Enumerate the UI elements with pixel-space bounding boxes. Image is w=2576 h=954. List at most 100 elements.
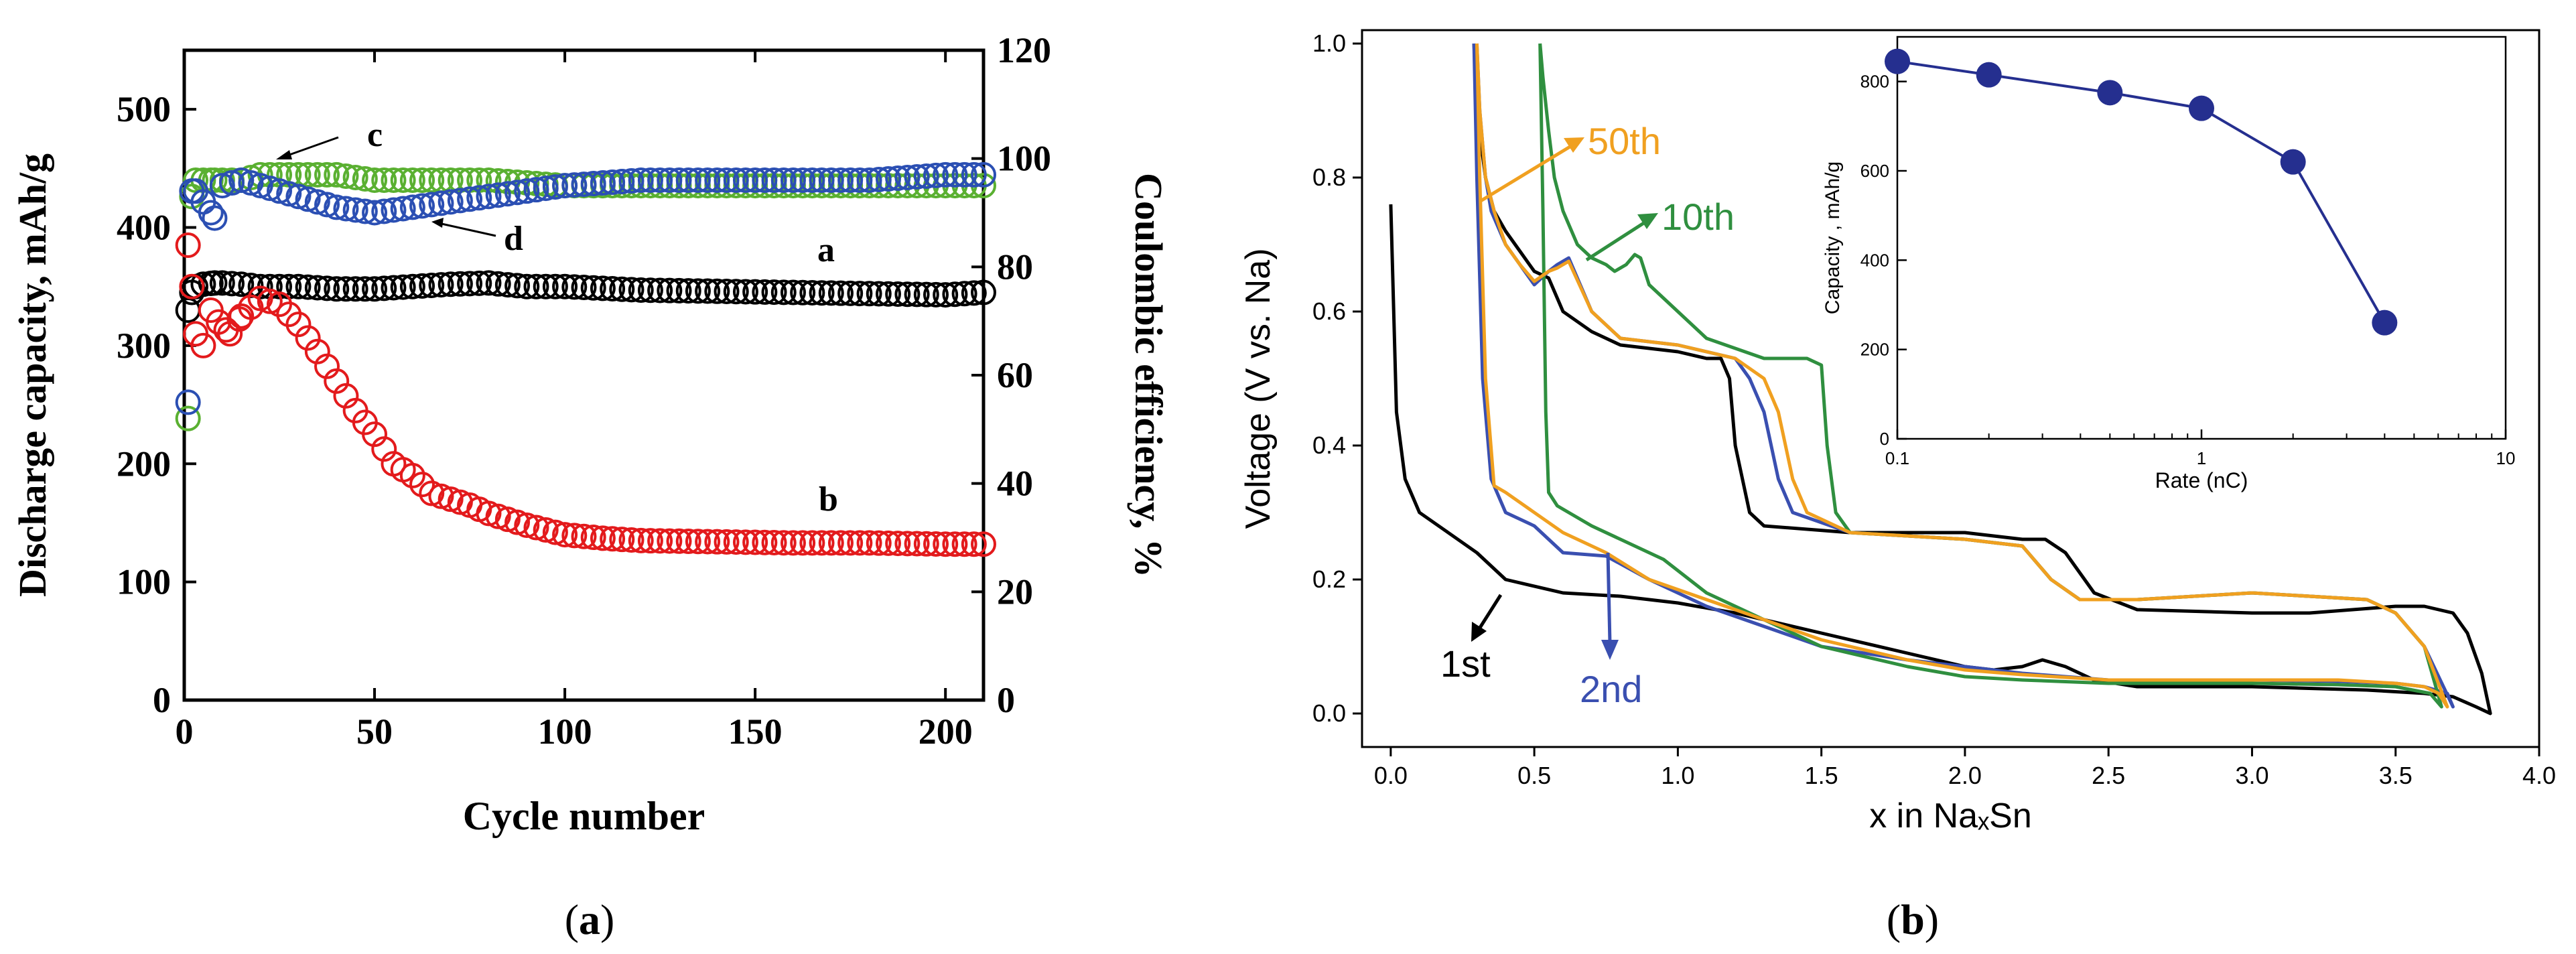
data-point-b: [885, 531, 911, 557]
data-point-d: [637, 167, 663, 193]
data-point-d: [923, 162, 949, 188]
data-point-a: [790, 279, 816, 305]
data-point-b: [618, 527, 645, 553]
data-point-c: [324, 161, 350, 188]
x-tick-label: 200: [919, 711, 973, 752]
inset-y-tick-label: 600: [1860, 161, 1889, 181]
data-point-c: [371, 167, 397, 193]
data-point-d: [685, 167, 711, 193]
data-point-a: [533, 273, 559, 299]
data-point-a: [818, 280, 844, 306]
data-point-c: [304, 161, 330, 188]
data-point-a: [409, 273, 435, 299]
data-point-b: [628, 527, 654, 553]
panel-b-inset: 0.1 1 10 0 200 400 600 800 Rate (nC) Capacity , m…: [1822, 36, 2516, 492]
data-point-a: [723, 279, 749, 305]
data-point-a: [666, 277, 692, 303]
y-right-tick-label: 20: [997, 571, 1033, 612]
x-tick-label: 1.0: [1661, 762, 1694, 789]
data-point-d: [476, 184, 502, 210]
data-point-b: [590, 525, 616, 551]
data-point-a: [419, 272, 445, 298]
annotation-a: a: [817, 231, 835, 269]
y-right-tick-label: 80: [997, 247, 1033, 287]
annotation-d: d: [504, 220, 523, 258]
data-point-d: [362, 200, 388, 226]
y-tick-label: 0.4: [1312, 431, 1346, 459]
annotation-d-arrowhead: [431, 218, 444, 228]
data-point-d: [600, 169, 626, 196]
inset-y-tick-label: 200: [1860, 340, 1889, 360]
data-point-d: [942, 161, 968, 188]
data-point-c: [381, 167, 407, 193]
plot-frame: [1361, 29, 2540, 748]
data-point-a: [685, 278, 711, 304]
data-point-d: [202, 205, 228, 231]
data-point-a: [847, 281, 873, 307]
data-point-a: [904, 281, 930, 308]
inset-data-point: [2372, 310, 2398, 336]
annotation-50th-arrow: [1479, 144, 1572, 203]
data-point-a: [837, 280, 864, 306]
data-point-d: [780, 167, 806, 193]
series-b: [175, 232, 996, 557]
data-point-a: [971, 279, 996, 305]
x-tick-label: 1.5: [1805, 762, 1838, 789]
data-point-a: [742, 279, 768, 305]
data-point-d: [371, 198, 397, 224]
data-point-c: [202, 167, 228, 193]
data-point-c: [333, 163, 359, 189]
inset-x-tick-label: 10: [2496, 448, 2516, 468]
data-point-b: [228, 303, 255, 329]
annotation-b: b: [819, 480, 838, 519]
data-point-a: [714, 279, 740, 305]
data-point-c: [362, 167, 388, 193]
annotation-c-arrowhead: [276, 150, 292, 159]
data-point-b: [685, 529, 711, 555]
y-tick-label: 400: [117, 208, 171, 248]
data-point-b: [561, 523, 588, 549]
data-point-a: [362, 276, 388, 302]
x-tick-label: 50: [356, 711, 393, 752]
data-point-a: [951, 281, 977, 307]
data-point-a: [485, 271, 511, 297]
y-tick-label: 0: [153, 680, 171, 720]
x-tick-label: 2.5: [2092, 762, 2125, 789]
data-point-a: [304, 275, 330, 301]
panel-b: 0.0 0.5 1.0 1.5 2.0 2.5 3.0 3.5 4.0 0.0 0.2 0.4 0.6 0…: [1239, 29, 2556, 835]
plot-frame: [182, 48, 986, 702]
data-point-a: [809, 280, 835, 306]
data-point-b: [409, 472, 435, 498]
data-point-a: [542, 273, 568, 299]
data-point-a: [675, 278, 701, 304]
annotation-10th: 10th: [1662, 196, 1735, 238]
data-point-d: [419, 192, 445, 218]
y-right-tick-label: 0: [997, 680, 1015, 720]
inset-y-tick-label: 800: [1860, 72, 1889, 92]
annotation-50th: 50th: [1588, 120, 1661, 162]
annotation-10th-arrowhead: [1637, 213, 1658, 229]
data-point-d: [247, 173, 273, 199]
data-point-d: [618, 168, 645, 194]
data-point-d: [790, 167, 816, 193]
data-point-b: [695, 529, 721, 555]
data-point-a: [913, 281, 939, 308]
y-right-tick-label: 100: [997, 139, 1051, 179]
data-point-a: [428, 272, 454, 298]
data-point-d: [875, 165, 901, 192]
data-point-d: [647, 167, 673, 193]
data-point-d: [304, 189, 330, 215]
data-point-b: [942, 531, 968, 557]
data-point-d: [437, 189, 464, 215]
data-point-d: [457, 186, 483, 212]
data-point-d: [257, 176, 283, 202]
data-point-b: [647, 528, 673, 554]
data-point-a: [827, 280, 854, 306]
data-point-a: [618, 277, 645, 303]
data-point-a: [628, 277, 654, 303]
data-point-d: [657, 167, 683, 193]
data-point-a: [942, 281, 968, 308]
data-point-a: [466, 270, 492, 296]
data-point-a: [695, 278, 721, 304]
data-point-a: [381, 275, 407, 301]
